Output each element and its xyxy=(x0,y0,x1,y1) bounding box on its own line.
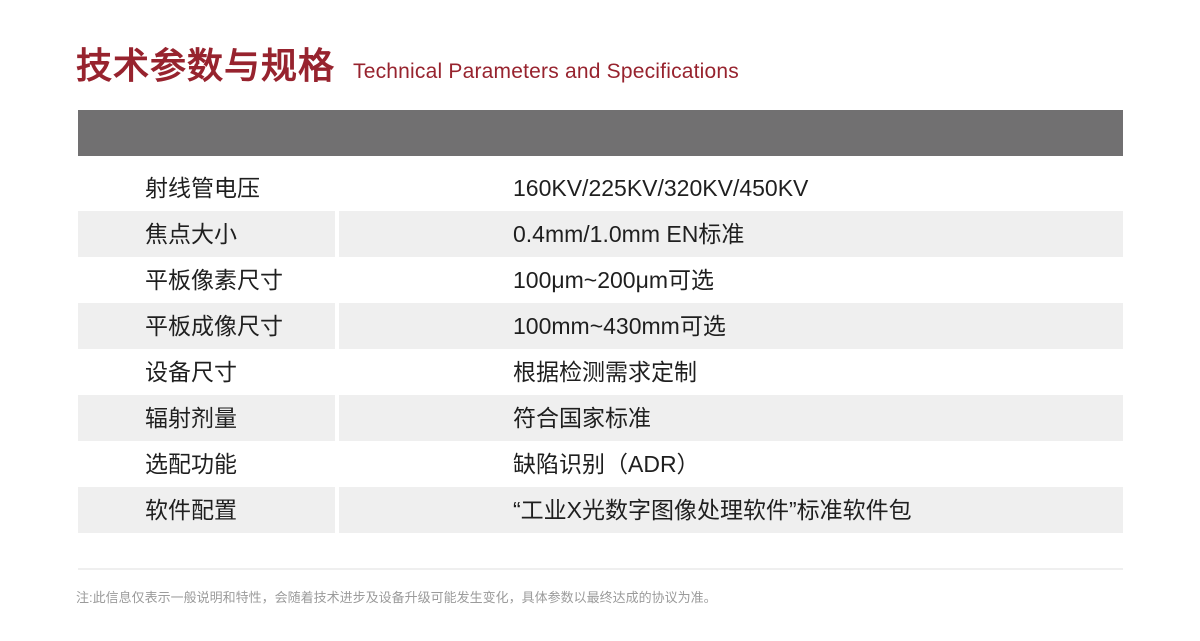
table-row: 设备尺寸 根据检测需求定制 xyxy=(78,349,1123,395)
spec-table: 射线管电压 160KV/225KV/320KV/450KV 焦点大小 0.4mm… xyxy=(78,165,1123,533)
page-title-chinese: 技术参数与规格 xyxy=(76,45,336,86)
spec-label: 焦点大小 xyxy=(78,211,335,257)
table-row: 焦点大小 0.4mm/1.0mm EN标准 xyxy=(78,211,1123,257)
spec-value: 160KV/225KV/320KV/450KV xyxy=(513,175,809,201)
footer-divider xyxy=(78,568,1123,570)
spec-label: 辐射剂量 xyxy=(78,395,335,441)
spec-value: 根据检测需求定制 xyxy=(513,359,697,385)
spec-label: 平板成像尺寸 xyxy=(78,303,335,349)
spec-value: 符合国家标准 xyxy=(339,395,1123,441)
page-title: 技术参数与规格 Technical Parameters and Specifi… xyxy=(76,44,739,88)
spec-value: 0.4mm/1.0mm EN标准 xyxy=(339,211,1123,257)
table-row: 软件配置 “工业X光数字图像处理软件”标准软件包 xyxy=(78,487,1123,533)
table-row: 辐射剂量 符合国家标准 xyxy=(78,395,1123,441)
spec-value: 100mm~430mm可选 xyxy=(339,303,1123,349)
table-row: 选配功能 缺陷识别（ADR） xyxy=(78,441,1123,487)
table-row: 平板像素尺寸 100μm~200μm可选 xyxy=(78,257,1123,303)
spec-label: 设备尺寸 xyxy=(145,359,237,385)
spec-label: 软件配置 xyxy=(78,487,335,533)
table-row: 平板成像尺寸 100mm~430mm可选 xyxy=(78,303,1123,349)
table-row: 射线管电压 160KV/225KV/320KV/450KV xyxy=(78,165,1123,211)
spec-label: 射线管电压 xyxy=(145,175,260,201)
page-title-english: Technical Parameters and Specifications xyxy=(353,60,740,83)
table-header-bar xyxy=(78,110,1123,156)
footer-note: 注:此信息仅表示一般说明和特性，会随着技术进步及设备升级可能发生变化，具体参数以… xyxy=(76,590,717,605)
spec-value: “工业X光数字图像处理软件”标准软件包 xyxy=(339,487,1123,533)
spec-label: 选配功能 xyxy=(145,451,237,477)
spec-value: 缺陷识别（ADR） xyxy=(513,451,700,477)
spec-label: 平板像素尺寸 xyxy=(145,267,283,293)
spec-value: 100μm~200μm可选 xyxy=(513,267,715,293)
